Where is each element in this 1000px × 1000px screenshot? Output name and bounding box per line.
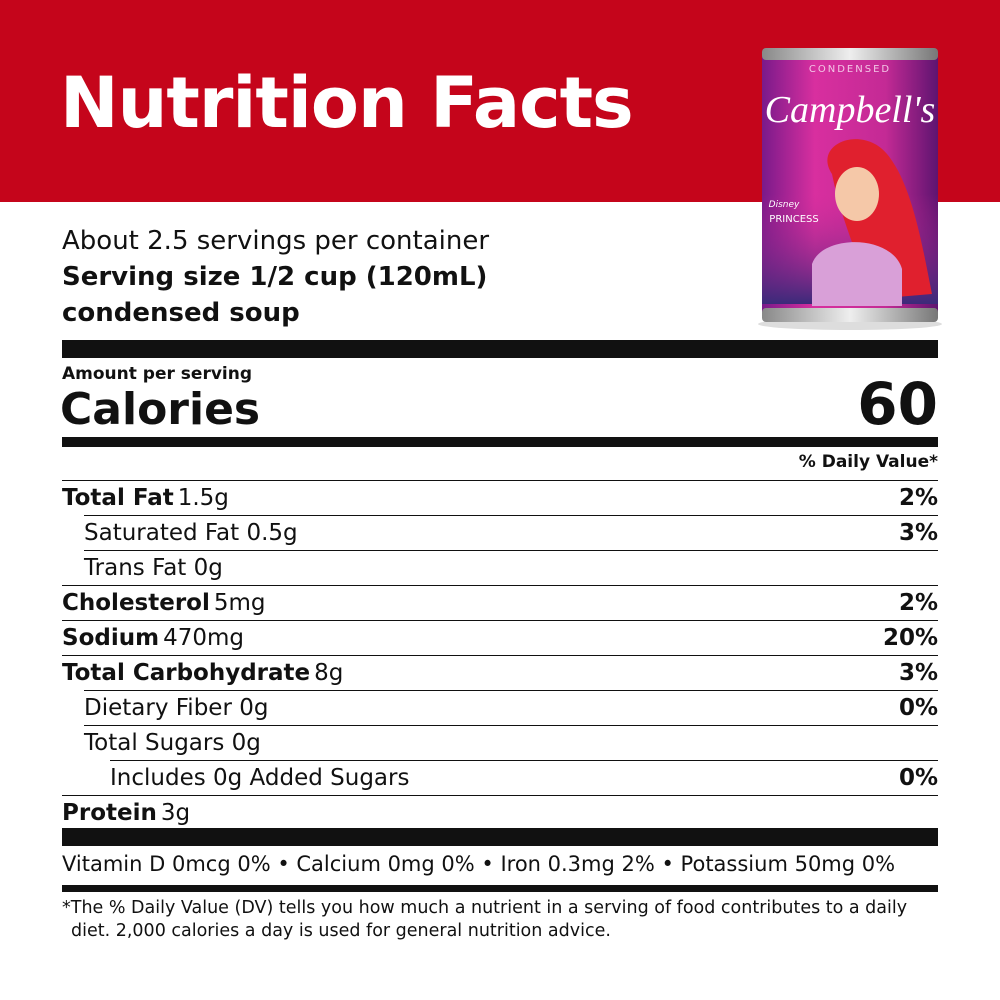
nutrient-dv: 3% <box>898 660 938 686</box>
can-sub: PRINCESS <box>769 214 818 225</box>
nutrient-name: Dietary Fiber 0g <box>84 695 269 721</box>
serving-size: Serving size 1/2 cup (120mL) <box>62 262 488 292</box>
thick-rule <box>62 828 938 846</box>
nutrient-dv: 2% <box>898 485 938 511</box>
nutrient-name: Total Carbohydrate <box>62 660 311 686</box>
medium-rule <box>62 885 938 892</box>
can-tag: CONDENSED <box>809 64 891 75</box>
nutrient-row: Trans Fat 0g <box>84 550 938 585</box>
nutrient-row: Total Sugars 0g <box>84 725 938 760</box>
medium-rule <box>62 437 938 447</box>
nutrient-amount: 8g <box>314 660 344 686</box>
can-line: Disney <box>769 200 800 210</box>
nutrient-name: Sodium <box>62 625 160 651</box>
nutrient-row: Includes 0g Added Sugars 0% <box>110 760 938 795</box>
footnote: *The % Daily Value (DV) tells you how mu… <box>62 898 908 941</box>
nutrient-amount: 3g <box>160 800 191 826</box>
nutrient-amount: 5mg <box>213 590 266 616</box>
nutrient-dv: 0% <box>898 765 938 791</box>
nutrient-amount: 470mg <box>163 625 244 651</box>
nutrient-name: Saturated Fat 0.5g <box>84 520 298 546</box>
calories-label: Calories <box>60 384 261 435</box>
nutrient-row: Total Fat 1.5g 2% <box>62 480 938 515</box>
vitamins: Vitamin D 0mcg 0% • Calcium 0mg 0% • Iro… <box>62 852 896 876</box>
nutrient-name: Total Fat <box>62 485 174 511</box>
nutrient-amount: 1.5g <box>177 485 229 511</box>
nutrient-row: Dietary Fiber 0g 0% <box>84 690 938 725</box>
nutrient-dv: 20% <box>882 625 938 651</box>
nutrient-name: Includes 0g Added Sugars <box>110 765 410 791</box>
product-image: CONDENSED Campbell's Disney PRINCESS <box>758 48 942 330</box>
nutrient-row: Sodium 470mg 20% <box>62 620 938 655</box>
dv-header: % Daily Value* <box>798 452 938 472</box>
nutrient-row: Saturated Fat 0.5g 3% <box>84 515 938 550</box>
nutrient-name: Trans Fat 0g <box>84 555 223 581</box>
serving-form: condensed soup <box>62 298 300 328</box>
nutrient-row: Protein 3g <box>62 795 938 830</box>
nutrient-row: Cholesterol 5mg 2% <box>62 585 938 620</box>
amount-per-serving: Amount per serving <box>62 364 253 384</box>
can-brand: Campbell's <box>765 89 936 131</box>
nutrient-dv: 0% <box>898 695 938 721</box>
calories-value: 60 <box>857 370 938 438</box>
nutrient-row: Total Carbohydrate 8g 3% <box>62 655 938 690</box>
nutrient-name: Total Sugars 0g <box>84 730 261 756</box>
nutrient-table: Total Fat 1.5g 2% Saturated Fat 0.5g 3% Tra… <box>62 480 938 830</box>
nutrient-name: Protein <box>62 800 157 826</box>
nutrient-dv: 2% <box>898 590 938 616</box>
thick-rule <box>62 340 938 358</box>
nutrient-name: Cholesterol <box>62 590 210 616</box>
servings: About 2.5 servings per container <box>62 226 490 256</box>
nutrient-dv: 3% <box>898 520 938 546</box>
title: Nutrition Facts <box>60 62 634 144</box>
